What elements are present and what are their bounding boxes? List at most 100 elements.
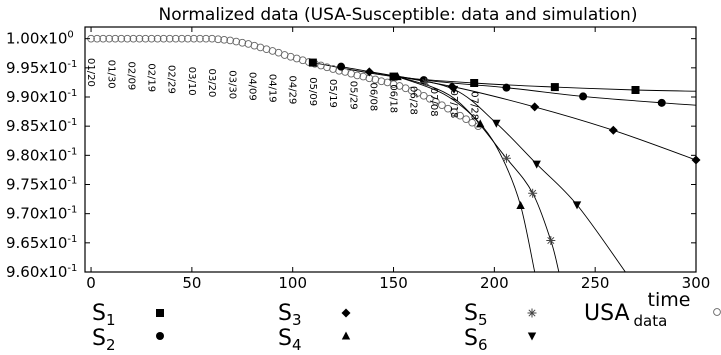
usa-data-point bbox=[208, 34, 216, 43]
date-annotations: 01/20 01/30 02/09 02/19 02/29 03/10 03/20 03/30… bbox=[85, 58, 479, 120]
usa-data-point bbox=[196, 34, 204, 43]
usa-data-point bbox=[202, 34, 210, 43]
usa-data-point bbox=[159, 34, 168, 43]
usa-data-point bbox=[123, 34, 132, 43]
s1-marker bbox=[389, 72, 398, 81]
y-axis-ticks: 1.00x100 9.95x10-1 9.90x10-1 9.85x10-1 9.80x… bbox=[6, 30, 696, 281]
y-tick-label: 9.75x10-1 bbox=[6, 176, 77, 194]
y-tick-label: 9.65x10-1 bbox=[6, 234, 77, 252]
legend-marker-s4 bbox=[341, 331, 351, 340]
s2-marker bbox=[502, 83, 511, 92]
usa-data-point bbox=[438, 101, 446, 110]
s1-marker bbox=[550, 83, 559, 92]
s3-marker bbox=[530, 102, 540, 112]
usa-data-point bbox=[135, 34, 144, 43]
date-annotation: 06/18 bbox=[388, 84, 399, 113]
x-tick-label: 300 bbox=[682, 274, 711, 292]
usa-data-point bbox=[171, 34, 180, 43]
usa-data-point bbox=[117, 34, 126, 43]
s1-marker bbox=[631, 86, 640, 94]
date-annotation: 02/29 bbox=[166, 65, 177, 94]
usa-data-point bbox=[232, 37, 241, 46]
date-annotation: 04/19 bbox=[267, 74, 278, 103]
usa-data-point bbox=[413, 89, 422, 97]
s3-marker bbox=[608, 125, 618, 135]
y-tick-label: 9.95x10-1 bbox=[6, 59, 77, 77]
legend-label-s2: S2 bbox=[92, 326, 116, 354]
y-tick-label: 9.60x10-1 bbox=[6, 263, 77, 281]
x-tick-label: 150 bbox=[379, 274, 408, 292]
s4-marker bbox=[393, 72, 402, 81]
legend-marker-s3 bbox=[341, 308, 351, 318]
usa-data-point bbox=[353, 71, 362, 80]
s4-marker bbox=[516, 201, 525, 209]
legend-label-s6: S6 bbox=[464, 326, 488, 354]
s1-marker bbox=[308, 58, 317, 67]
s1-marker bbox=[470, 79, 479, 87]
date-annotation: 04/29 bbox=[287, 75, 298, 104]
legend-label-s3: S3 bbox=[278, 301, 302, 329]
date-annotation: 03/20 bbox=[206, 69, 217, 98]
legend-marker-s5 bbox=[527, 308, 537, 318]
y-tick-label: 1.00x100 bbox=[6, 30, 74, 48]
legend-marker-s6 bbox=[527, 332, 537, 341]
date-annotation: 07/18 bbox=[448, 90, 459, 119]
fit-curve-5 bbox=[393, 74, 560, 272]
x-tick-label: 0 bbox=[86, 274, 96, 292]
y-tick-label: 9.80x10-1 bbox=[6, 146, 77, 164]
usa-data-point bbox=[419, 91, 428, 100]
y-tick-label: 9.90x10-1 bbox=[6, 88, 77, 106]
x-tick-label: 100 bbox=[278, 274, 307, 292]
usa-data-point bbox=[462, 115, 470, 124]
usa-data-point bbox=[93, 34, 101, 43]
usa-data-point bbox=[238, 38, 247, 47]
date-annotation: 01/20 bbox=[85, 58, 96, 87]
s5-marker bbox=[528, 188, 538, 198]
simulation-series bbox=[308, 58, 701, 245]
usa-data-point bbox=[141, 34, 150, 43]
usa-data-point bbox=[105, 34, 114, 43]
y-tick-label: 9.70x10-1 bbox=[6, 205, 77, 223]
s6-marker bbox=[532, 160, 541, 169]
x-tick-label: 200 bbox=[480, 274, 509, 292]
plot-frame bbox=[84, 26, 697, 273]
date-annotation: 05/19 bbox=[327, 79, 338, 108]
usa-data-point bbox=[377, 77, 386, 86]
x-tick-label: 250 bbox=[581, 274, 610, 292]
legend-label-s5: S5 bbox=[464, 301, 488, 329]
usa-data-point bbox=[220, 35, 228, 44]
s6-marker bbox=[449, 85, 459, 94]
date-annotation: 05/29 bbox=[347, 81, 358, 110]
date-annotation: 07/08 bbox=[428, 88, 439, 117]
date-annotation: 07/28 bbox=[468, 91, 479, 120]
date-annotation: 03/10 bbox=[186, 67, 197, 96]
x-axis-label: time bbox=[648, 289, 691, 311]
usa-data-point bbox=[147, 34, 156, 43]
s5-marker bbox=[421, 77, 431, 87]
date-annotation: 02/19 bbox=[146, 63, 157, 92]
usa-data-point bbox=[165, 34, 174, 43]
s3-marker bbox=[364, 67, 374, 77]
x-tick-label: 50 bbox=[182, 274, 201, 292]
date-annotation: 06/28 bbox=[408, 86, 419, 115]
s5-marker bbox=[546, 236, 556, 245]
s6-marker bbox=[492, 119, 501, 128]
date-annotation: 03/30 bbox=[226, 70, 237, 99]
legend-label-s4: S4 bbox=[278, 326, 302, 354]
legend-label-s1: S1 bbox=[92, 301, 116, 329]
usa-data-point bbox=[111, 34, 120, 43]
legend-marker-usa-data bbox=[713, 308, 721, 316]
legend-marker-s1 bbox=[156, 309, 164, 317]
usa-data-point bbox=[190, 34, 198, 43]
usa-data-series bbox=[87, 34, 483, 131]
date-annotation: 01/30 bbox=[105, 60, 116, 89]
date-annotation: 06/08 bbox=[367, 82, 378, 111]
usa-data-point bbox=[456, 111, 464, 120]
s5-marker bbox=[501, 153, 511, 163]
usa-data-point bbox=[153, 34, 162, 43]
s2-marker bbox=[579, 92, 588, 101]
usa-data-point bbox=[129, 34, 138, 43]
date-annotation: 04/09 bbox=[246, 72, 257, 101]
